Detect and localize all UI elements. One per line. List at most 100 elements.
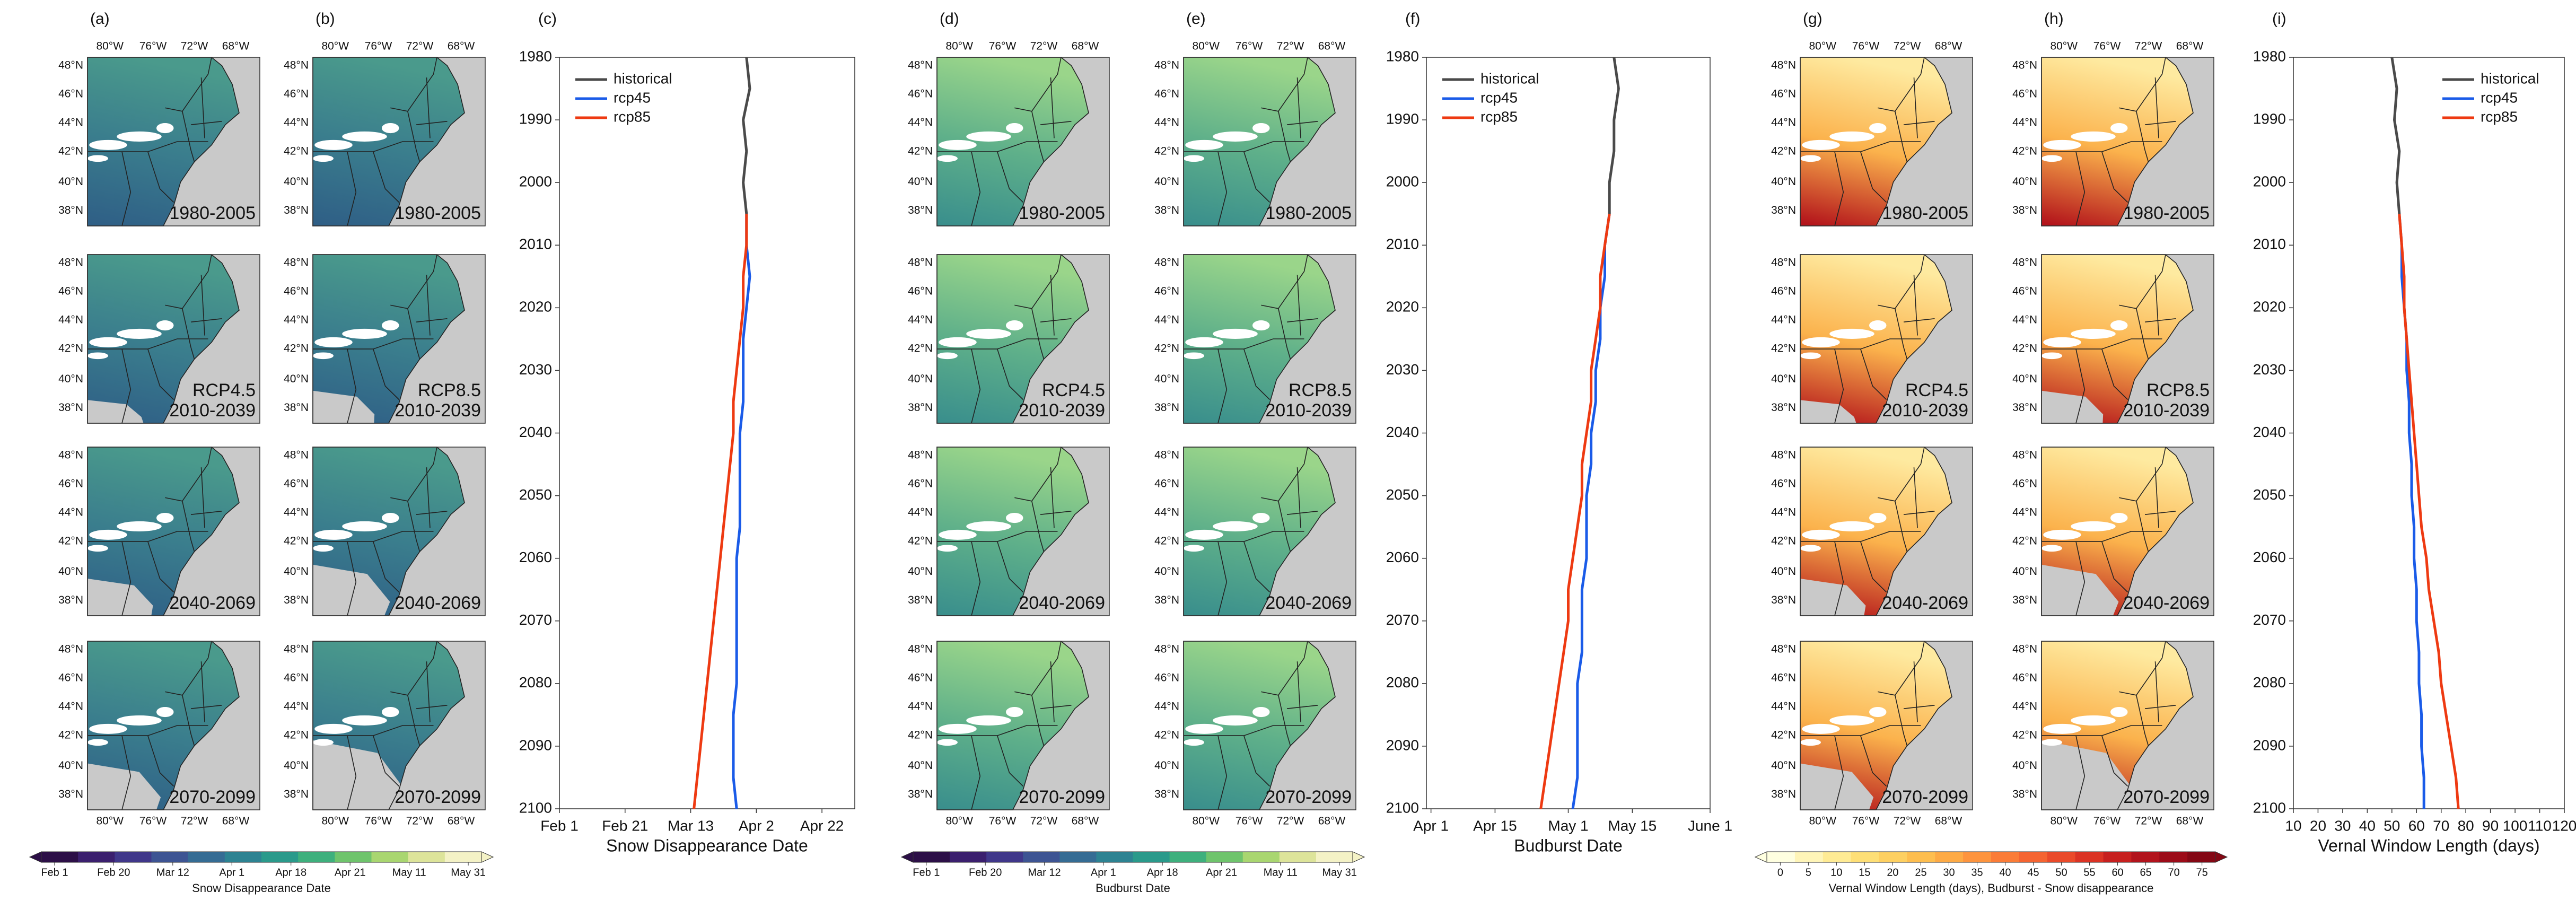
map-frame: [936, 447, 1110, 616]
lake: [89, 723, 127, 734]
colorbar-segment: [1316, 852, 1353, 862]
lake: [2110, 123, 2128, 134]
value-tick-label: 40: [2359, 817, 2376, 834]
year-tick-label: 1990: [1386, 110, 1419, 127]
year-tick-label: 2000: [1386, 173, 1419, 190]
lat-label: 44°N: [58, 701, 83, 713]
lat-label: 46°N: [1154, 672, 1179, 684]
border: [426, 77, 431, 138]
lake: [937, 155, 958, 162]
panel-label: (c): [538, 10, 557, 28]
border: [426, 467, 431, 528]
border: [1031, 447, 1062, 502]
colorbar-segment: [2131, 852, 2160, 862]
border: [2075, 151, 2086, 226]
border: [313, 141, 434, 152]
lon-label: 72°W: [1277, 40, 1304, 53]
year-tick-label: 2100: [2253, 799, 2286, 816]
lat-label: 40°N: [1154, 565, 1179, 578]
border: [390, 691, 420, 746]
border: [416, 705, 448, 709]
value-tick-label: May 1: [1548, 817, 1588, 834]
border: [165, 304, 195, 360]
year-tick-label: 2060: [519, 549, 552, 565]
colorbar-segment: [950, 852, 987, 862]
lat-label: 42°N: [284, 729, 309, 741]
lat-label: 38°N: [2012, 594, 2037, 606]
lon-label: 72°W: [1277, 815, 1304, 827]
border: [1800, 141, 1921, 152]
value-tick-label: 60: [2408, 817, 2425, 834]
lon-label: 68°W: [448, 40, 475, 53]
border: [1031, 254, 1062, 309]
series-line: [732, 214, 751, 809]
year-tick-label: 2020: [2253, 299, 2286, 315]
lat-label: 48°N: [1154, 256, 1179, 268]
colorbar-segment: [1991, 852, 2020, 862]
value-tick-label: 120: [2552, 817, 2576, 834]
value-tick-label: 80: [2458, 817, 2474, 834]
lat-label: 42°N: [58, 729, 83, 741]
lake: [117, 715, 162, 726]
lat-label: 38°N: [908, 204, 933, 216]
period-label: 2070-2099: [1882, 787, 1968, 807]
border: [2075, 735, 2086, 810]
lon-label: 80°W: [321, 815, 349, 827]
lat-label: 38°N: [1154, 788, 1179, 800]
lat-label: 42°N: [1771, 729, 1796, 741]
border: [2154, 275, 2159, 336]
border: [2101, 348, 2128, 400]
map-field: [2041, 255, 2193, 423]
border: [1243, 541, 1271, 593]
border: [997, 735, 1024, 787]
lake: [966, 715, 1011, 726]
lon-label: 72°W: [1894, 40, 1921, 53]
lake: [1184, 739, 1204, 746]
border: [347, 151, 357, 226]
colorbar-segment: [1023, 852, 1060, 862]
year-tick-label: 2040: [2253, 424, 2286, 440]
border: [121, 541, 132, 616]
map-field: [937, 57, 1089, 226]
border: [2136, 641, 2166, 696]
lat-label: 48°N: [58, 449, 83, 461]
lat-label: 44°N: [2012, 314, 2037, 326]
colorbar-segment: [1169, 852, 1207, 862]
colorbar-segment: [1794, 852, 1824, 862]
lat-label: 40°N: [908, 373, 933, 385]
border: [182, 254, 212, 309]
map-field: [2041, 57, 2193, 226]
map-mask: [2041, 564, 2119, 616]
lon-label: 80°W: [96, 815, 124, 827]
colorbar-label: Snow Disappearance Date: [192, 881, 331, 895]
lon-label: 76°W: [989, 815, 1017, 827]
colorbar-tick-label: Apr 21: [1206, 867, 1237, 878]
lat-label: 46°N: [1154, 285, 1179, 298]
lake: [1006, 320, 1023, 331]
year-tick-label: 2030: [1386, 361, 1419, 378]
lat-label: 42°N: [2012, 145, 2037, 158]
lat-label: 46°N: [284, 285, 309, 298]
lat-label: 38°N: [2012, 204, 2037, 216]
border: [147, 541, 174, 593]
border: [937, 141, 1058, 152]
lon-label: 68°W: [1072, 815, 1099, 827]
lake: [89, 529, 127, 540]
legend-label: rcp85: [1480, 108, 1518, 125]
lake: [1213, 715, 1258, 726]
lat-label: 42°N: [1154, 343, 1179, 355]
colorbar-segment: [2047, 852, 2076, 862]
map-frame: [1183, 447, 1356, 616]
border: [1913, 77, 1918, 138]
border: [347, 735, 357, 810]
colorbar-segment: [371, 852, 409, 862]
border: [1903, 318, 1935, 322]
colorbar-tick-label: May 31: [451, 867, 486, 878]
lon-label: 76°W: [365, 815, 392, 827]
border: [1800, 531, 1921, 542]
lake: [1802, 139, 1840, 150]
colorbar-end: [2215, 851, 2228, 863]
lat-label: 44°N: [1154, 314, 1179, 326]
map-frame: [1183, 254, 1356, 424]
border: [165, 497, 195, 552]
